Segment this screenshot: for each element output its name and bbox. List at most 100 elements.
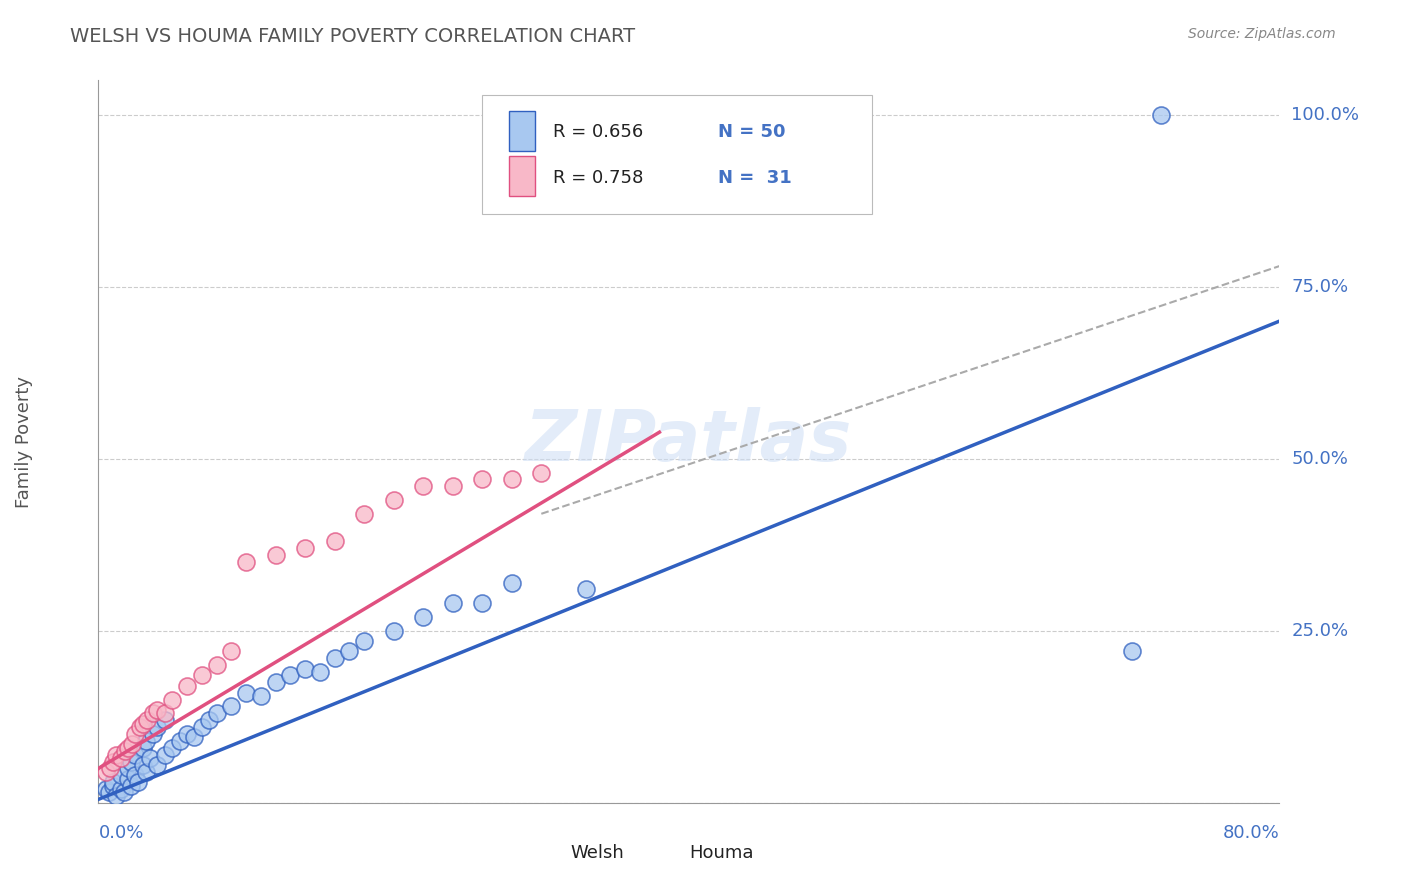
Point	[135, 734, 157, 748]
Text: Welsh: Welsh	[571, 845, 624, 863]
Point	[183, 731, 205, 745]
Point	[235, 686, 257, 700]
Point	[112, 785, 135, 799]
Point	[121, 737, 143, 751]
Point	[309, 665, 332, 679]
Point	[103, 755, 125, 769]
Text: 50.0%: 50.0%	[1291, 450, 1348, 467]
Point	[124, 768, 146, 782]
Point	[127, 775, 149, 789]
Point	[94, 782, 117, 797]
Point	[575, 582, 598, 597]
Point	[501, 575, 523, 590]
Point	[135, 764, 157, 779]
FancyBboxPatch shape	[654, 840, 683, 868]
Point	[1121, 644, 1143, 658]
Text: 80.0%: 80.0%	[1223, 824, 1279, 842]
Point	[105, 789, 128, 803]
Point	[132, 716, 155, 731]
Point	[117, 740, 139, 755]
Point	[97, 785, 120, 799]
Point	[132, 740, 155, 755]
Point	[124, 747, 146, 762]
Text: R = 0.656: R = 0.656	[553, 123, 644, 141]
Point	[294, 662, 316, 676]
Point	[98, 761, 121, 775]
FancyBboxPatch shape	[509, 156, 536, 196]
Point	[1150, 108, 1173, 122]
Point	[153, 747, 176, 762]
Text: Houma: Houma	[689, 845, 754, 863]
Point	[191, 668, 214, 682]
Point	[103, 775, 125, 789]
Point	[264, 675, 287, 690]
Point	[117, 761, 139, 775]
Point	[114, 744, 136, 758]
Point	[250, 689, 273, 703]
Point	[353, 507, 375, 521]
Point	[105, 747, 128, 762]
Point	[323, 651, 346, 665]
Point	[162, 740, 183, 755]
Text: Family Poverty: Family Poverty	[15, 376, 34, 508]
Text: 25.0%: 25.0%	[1291, 622, 1348, 640]
Point	[221, 644, 243, 658]
Text: N = 50: N = 50	[718, 123, 786, 141]
Point	[221, 699, 243, 714]
FancyBboxPatch shape	[482, 95, 872, 214]
Point	[169, 734, 191, 748]
Point	[471, 596, 494, 610]
Point	[501, 472, 523, 486]
Text: 0.0%: 0.0%	[98, 824, 143, 842]
Text: R = 0.758: R = 0.758	[553, 169, 644, 186]
Point	[132, 758, 155, 772]
Point	[382, 493, 405, 508]
Point	[120, 755, 142, 769]
Point	[198, 713, 221, 727]
Point	[471, 472, 494, 486]
Point	[153, 706, 176, 721]
FancyBboxPatch shape	[536, 840, 565, 868]
Point	[128, 720, 150, 734]
Point	[441, 596, 464, 610]
Point	[124, 727, 146, 741]
Point	[530, 466, 553, 480]
Point	[264, 548, 287, 562]
Point	[117, 772, 139, 786]
Point	[120, 779, 142, 793]
Point	[176, 727, 198, 741]
Point	[441, 479, 464, 493]
Point	[103, 779, 125, 793]
Point	[162, 692, 183, 706]
FancyBboxPatch shape	[509, 112, 536, 151]
Point	[280, 668, 302, 682]
Text: 75.0%: 75.0%	[1291, 277, 1348, 296]
Point	[412, 610, 434, 624]
Point	[191, 720, 214, 734]
Point	[146, 758, 169, 772]
Point	[176, 679, 198, 693]
Point	[110, 782, 132, 797]
Point	[110, 751, 132, 765]
Point	[412, 479, 434, 493]
Text: ZIPatlas: ZIPatlas	[526, 407, 852, 476]
Text: 100.0%: 100.0%	[1291, 105, 1360, 124]
Point	[382, 624, 405, 638]
Point	[353, 634, 375, 648]
Text: Source: ZipAtlas.com: Source: ZipAtlas.com	[1188, 27, 1336, 41]
Point	[136, 713, 159, 727]
Text: N =  31: N = 31	[718, 169, 792, 186]
Point	[146, 703, 169, 717]
Point	[142, 727, 165, 741]
Text: WELSH VS HOUMA FAMILY POVERTY CORRELATION CHART: WELSH VS HOUMA FAMILY POVERTY CORRELATIO…	[70, 27, 636, 45]
Point	[205, 706, 228, 721]
Point	[323, 534, 346, 549]
Point	[339, 644, 361, 658]
Point	[294, 541, 316, 556]
Point	[139, 751, 162, 765]
Point	[153, 713, 176, 727]
Point	[205, 658, 228, 673]
Point	[94, 764, 117, 779]
Point	[142, 706, 165, 721]
Point	[235, 555, 257, 569]
